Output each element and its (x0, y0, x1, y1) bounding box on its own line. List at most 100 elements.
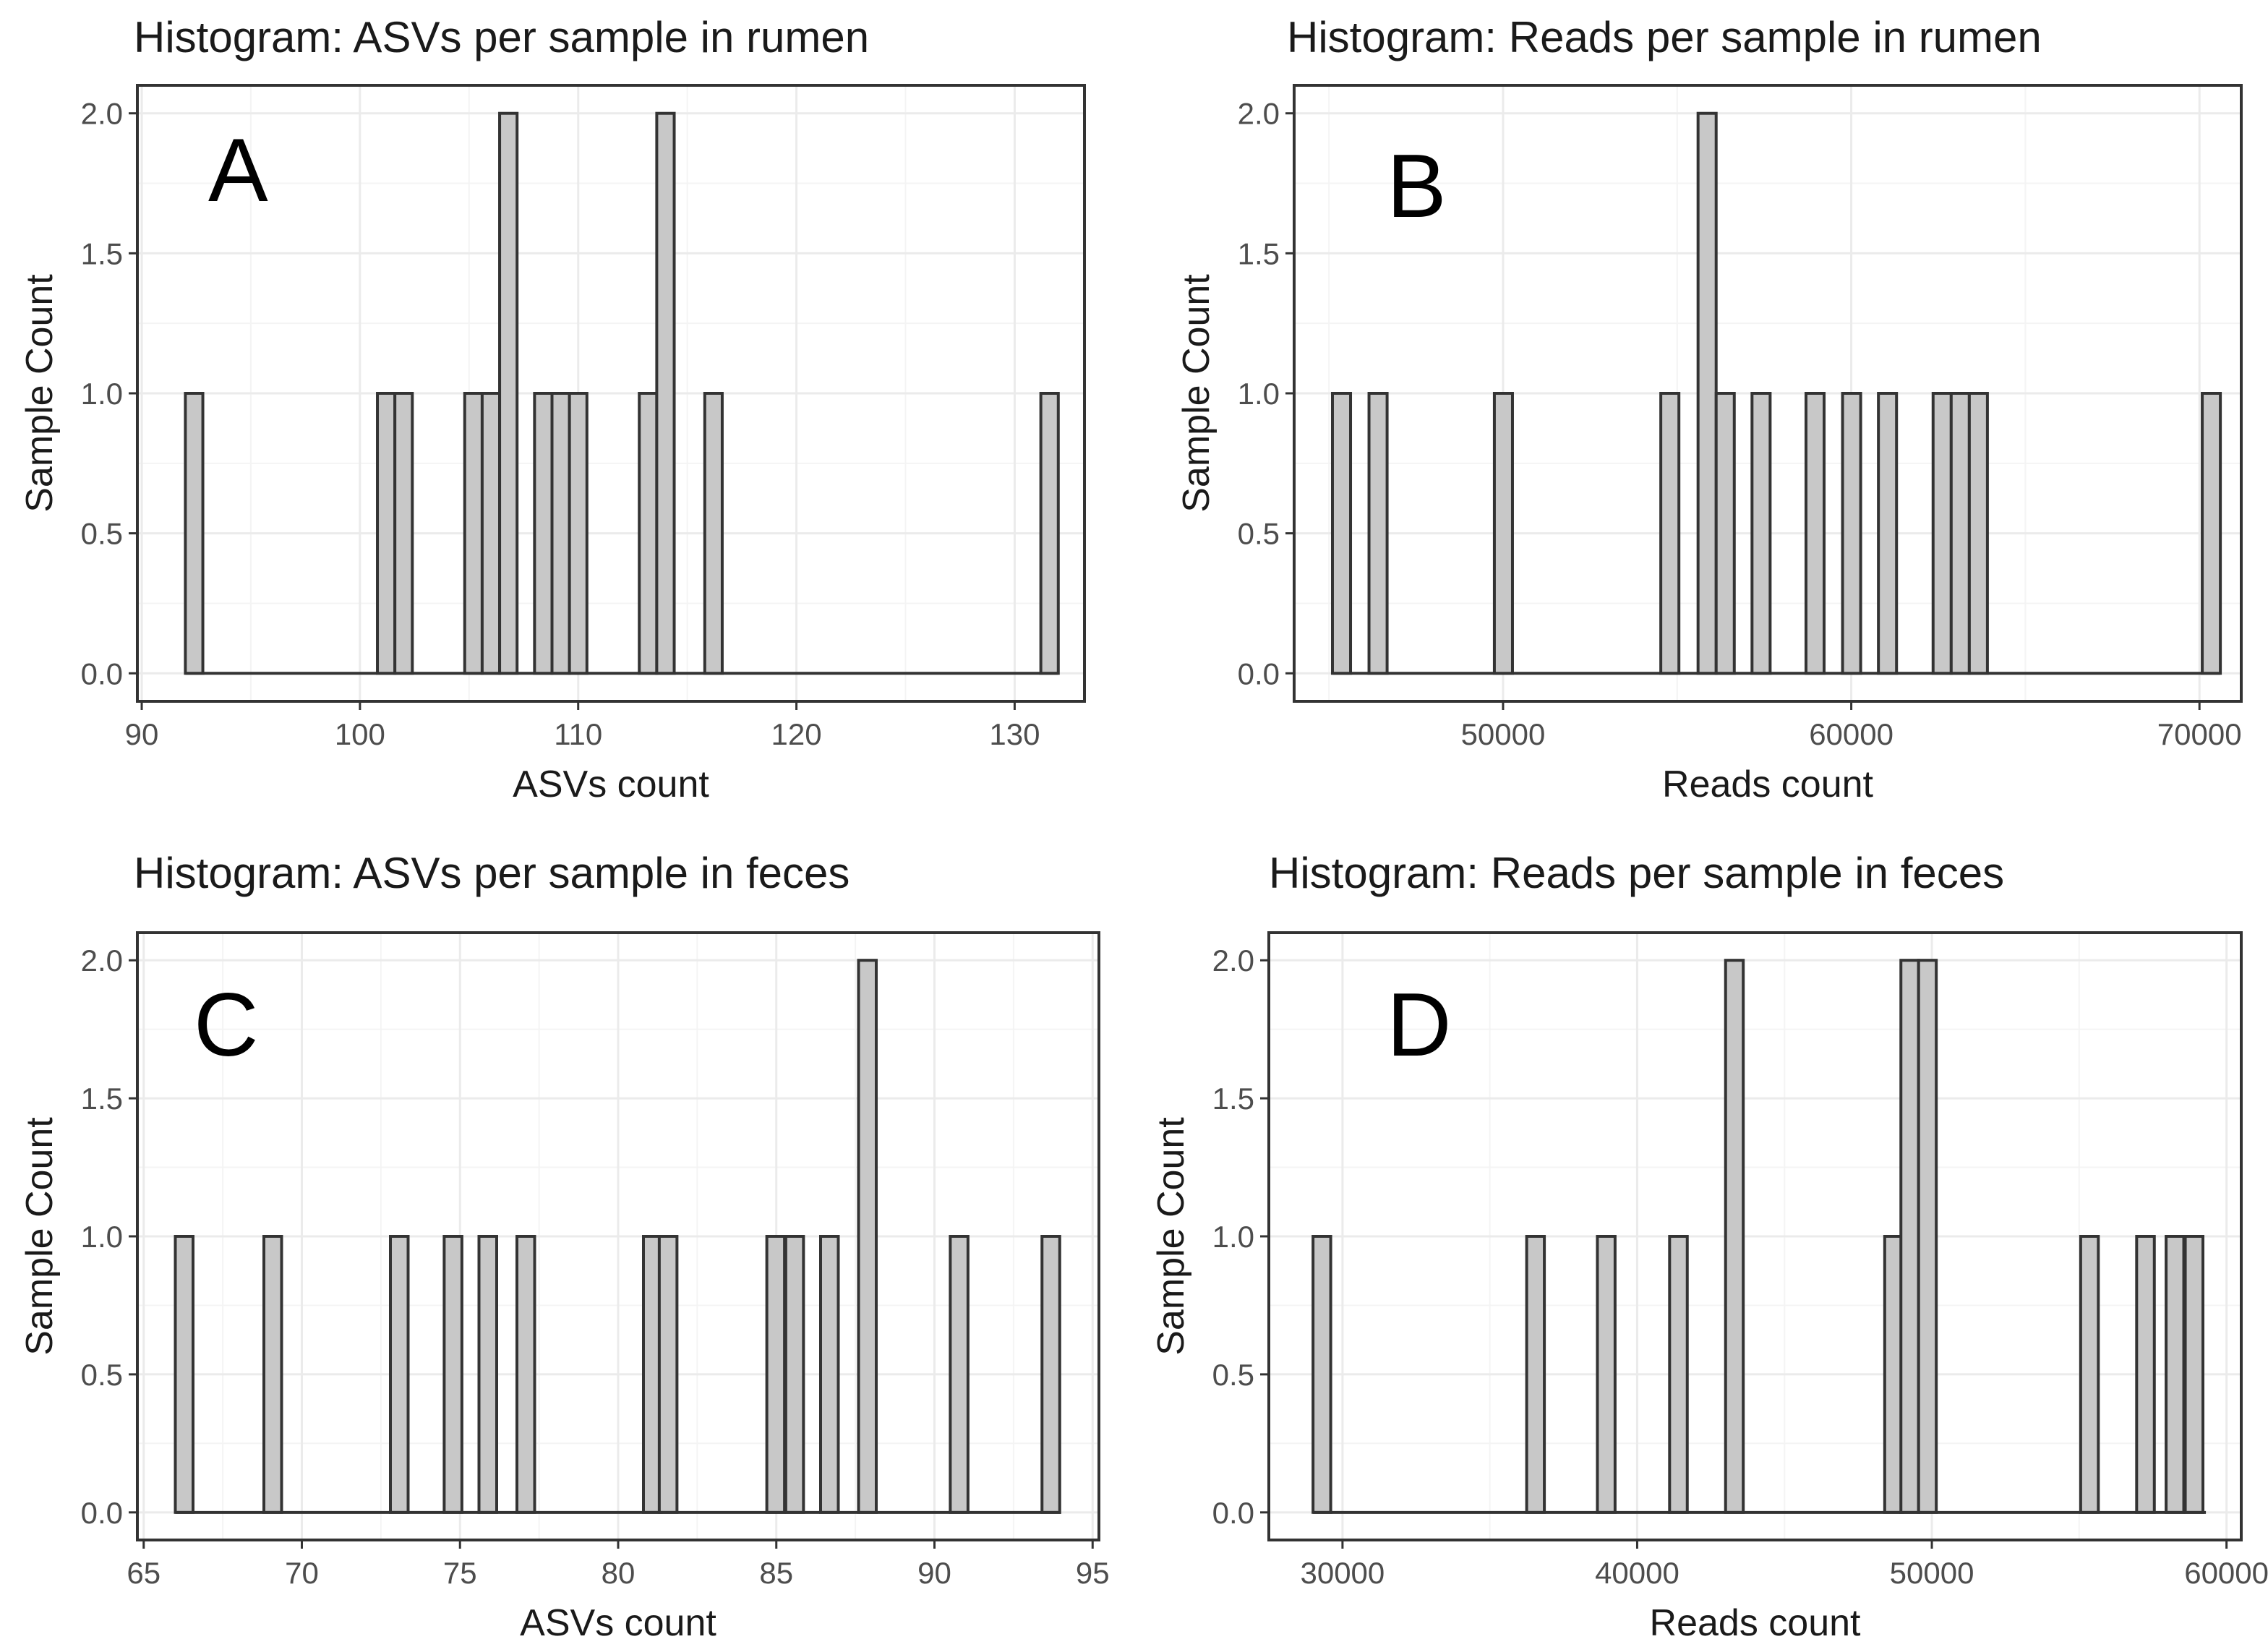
panel-b: 50000 60000 70000 0.0 0.5 1.0 1.5 2.0 Reads coun… (1176, 13, 2243, 805)
x-tick-label: 80 (602, 1556, 636, 1590)
histogram-bar (184, 392, 205, 675)
histogram-bar (533, 392, 554, 675)
y-tick-label: 2.0 (1238, 97, 1280, 131)
x-tick-label: 110 (554, 717, 602, 751)
histogram-bar (857, 959, 878, 1514)
y-tick-label: 0.0 (81, 1496, 123, 1530)
y-tick-label: 0.0 (81, 656, 123, 690)
y-tick-label: 1.5 (81, 1082, 123, 1116)
histogram-bar (498, 111, 519, 675)
y-tick-label: 1.0 (1238, 377, 1280, 411)
y-tick-label: 1.0 (1212, 1220, 1254, 1254)
histogram-bar (393, 392, 414, 675)
histogram-bar (1899, 959, 1920, 1514)
x-tick-label: 50000 (1461, 717, 1546, 751)
histogram-bar (568, 392, 589, 675)
y-tick-label: 0.5 (1212, 1358, 1254, 1392)
x-tick-label: 75 (443, 1556, 477, 1590)
panel-d: 30000 40000 50000 60000 0.0 0.5 1.0 1.5 2.0 Reads… (1150, 849, 2268, 1644)
x-tick-label: 100 (335, 717, 385, 751)
x-axis-title: ASVs count (513, 763, 709, 805)
histogram-bar (1039, 392, 1060, 675)
y-tick-label: 1.5 (1238, 236, 1280, 270)
x-tick-label: 60000 (2184, 1556, 2268, 1590)
histogram-bar (1877, 392, 1899, 675)
histogram-bar (703, 392, 724, 675)
x-axis-title: Reads count (1650, 1602, 1862, 1644)
histogram-bar (463, 392, 484, 675)
x-tick-label: 120 (771, 717, 822, 751)
histogram-bar (1311, 1235, 1332, 1514)
histogram-bar (638, 392, 659, 675)
y-axis-title: Sample Count (19, 1117, 61, 1356)
histogram-bar (657, 1235, 679, 1514)
histogram-bar (1659, 392, 1681, 675)
histogram-bar (765, 1235, 787, 1514)
histogram-bar (174, 1235, 194, 1514)
histogram-bar (2183, 1235, 2205, 1514)
histogram-bar (1931, 392, 1953, 675)
panel-c: 65 70 75 80 85 90 95 0.0 0.5 1.0 1.5 2.0 ASVs count S… (19, 849, 1110, 1644)
y-tick-label: 1.0 (81, 1220, 123, 1254)
x-tick-label: 130 (989, 717, 1040, 751)
y-tick-label: 0.0 (1238, 656, 1280, 690)
histogram-bar (655, 111, 676, 675)
y-tick-label: 1.5 (1212, 1082, 1254, 1116)
histogram-bar (1596, 1235, 1617, 1514)
y-tick-label: 0.5 (1238, 517, 1280, 551)
y-tick-label: 2.0 (81, 944, 123, 977)
x-tick-label: 95 (1076, 1556, 1110, 1590)
y-tick-label: 0.5 (81, 517, 123, 551)
x-axis-title: Reads count (1662, 763, 1874, 805)
histogram-bar (1714, 392, 1736, 675)
y-tick-label: 1.0 (81, 377, 123, 411)
y-tick-label: 2.0 (1212, 944, 1254, 977)
histogram-bar (784, 1235, 805, 1514)
x-axis-title: ASVs count (520, 1602, 716, 1644)
chart-title: Histogram: ASVs per sample in feces (134, 849, 850, 897)
y-axis-title: Sample Count (1150, 1117, 1192, 1356)
histogram-bar (2079, 1235, 2100, 1514)
x-tick-label: 70000 (2157, 717, 2242, 751)
chart-title: Histogram: Reads per sample in feces (1269, 849, 2004, 897)
histogram-bar (1724, 959, 1745, 1514)
histogram-bar (2135, 1235, 2156, 1514)
histogram-bar (2165, 1235, 2186, 1514)
histogram-bar (1668, 1235, 1689, 1514)
x-tick-label: 90 (125, 717, 159, 751)
histogram-bar (1040, 1235, 1061, 1514)
y-tick-label: 0.0 (1212, 1496, 1254, 1530)
x-tick-label: 60000 (1809, 717, 1893, 751)
y-axis-title: Sample Count (1176, 274, 1218, 513)
histogram-bar (1330, 392, 1353, 675)
panel-letter: A (208, 121, 268, 221)
x-tick-label: 65 (127, 1556, 161, 1590)
x-tick-label: 40000 (1595, 1556, 1679, 1590)
histogram-bar (1917, 959, 1938, 1514)
histogram-bar (480, 392, 502, 675)
x-tick-label: 50000 (1890, 1556, 1974, 1590)
histogram-bar (376, 392, 397, 675)
histogram-bar (515, 1235, 536, 1514)
y-tick-label: 0.5 (81, 1358, 123, 1392)
y-axis-title: Sample Count (19, 274, 61, 513)
histogram-bar (1949, 392, 1971, 675)
y-tick-label: 2.0 (81, 97, 123, 131)
x-tick-label: 30000 (1300, 1556, 1385, 1590)
panel-a: 90 100 110 120 130 0.0 0.5 1.0 1.5 2.0 ASVs count S… (19, 13, 1086, 805)
x-tick-label: 85 (759, 1556, 793, 1590)
histogram-bar (442, 1235, 463, 1514)
histogram-bar (1750, 392, 1772, 675)
histogram-bar (1492, 392, 1514, 675)
x-tick-label: 90 (917, 1556, 951, 1590)
chart-title: Histogram: Reads per sample in rumen (1287, 13, 2042, 61)
histogram-bar (819, 1235, 840, 1514)
histogram-bar (949, 1235, 970, 1514)
y-tick-label: 1.5 (81, 236, 123, 270)
histogram-bar (1841, 392, 1862, 675)
panel-letter: C (194, 975, 259, 1075)
histogram-bar (1804, 392, 1826, 675)
histogram-bar (1525, 1235, 1546, 1514)
histogram-bar (389, 1235, 410, 1514)
